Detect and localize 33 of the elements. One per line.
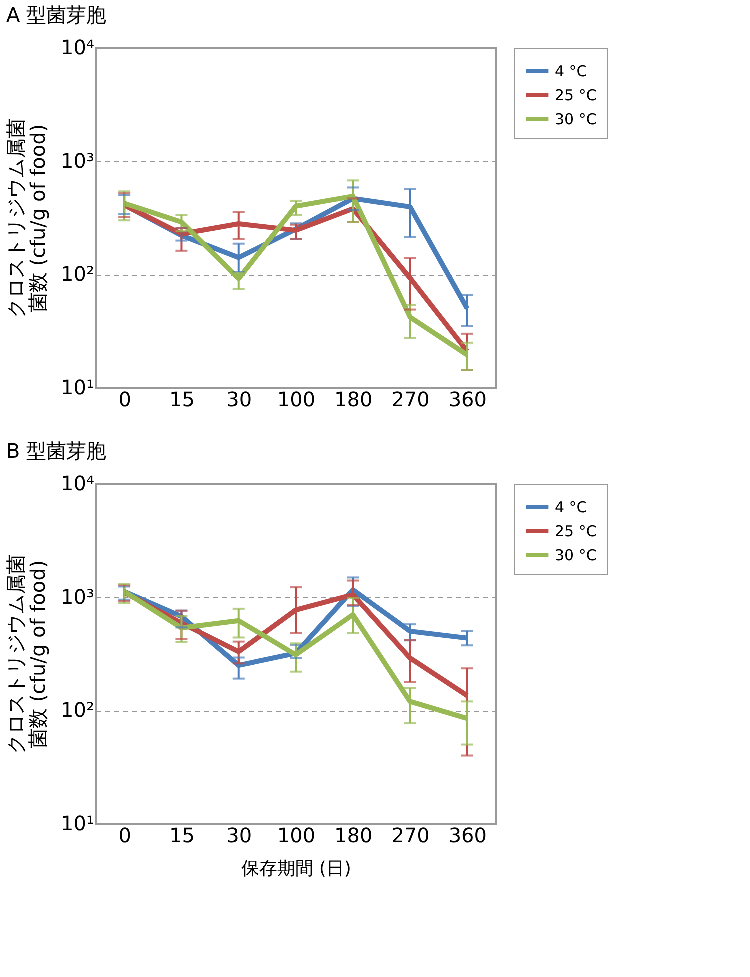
chart-title: B 型菌芽胞 [6,439,107,463]
x-tick-label: 360 [448,824,488,848]
y-tick-label: 10⁴ [61,36,94,60]
x-tick-label: 30 [226,388,252,412]
y-tick-label: 10³ [61,584,94,609]
legend-label: 30 °C [555,546,597,564]
legend-label: 25 °C [555,86,597,104]
x-tick-label: 180 [334,388,373,412]
x-axis-title: 保存期間 (日) [242,858,352,880]
legend-label: 25 °C [555,522,597,540]
x-tick-label: 100 [277,824,316,848]
x-tick-label: 30 [226,824,252,848]
y-axis-title: クロストリジウム属菌菌数 (cfu/g of food) [4,118,50,318]
x-tick-label: 15 [169,824,195,848]
y-tick-label: 10² [61,698,94,722]
x-tick-label: 360 [448,388,488,412]
legend-label: 4 °C [555,62,588,80]
y-tick-label: 10² [61,262,94,286]
x-tick-label: 0 [118,388,132,412]
legend-label: 4 °C [555,498,588,516]
y-axis-title: クロストリジウム属菌菌数 (cfu/g of food) [4,554,50,754]
x-tick-label: 15 [169,388,195,412]
x-tick-label: 0 [118,824,132,848]
chart-title: A 型菌芽胞 [6,3,107,27]
y-tick-label: 10¹ [61,376,94,400]
y-tick-label: 10¹ [61,812,94,836]
x-tick-label: 270 [392,388,430,412]
x-tick-label: 100 [277,388,316,412]
legend-label: 30 °C [555,110,597,128]
y-tick-label: 10³ [61,148,94,173]
y-tick-label: 10⁴ [61,472,94,496]
x-tick-label: 180 [334,824,373,848]
x-tick-label: 270 [392,824,430,848]
